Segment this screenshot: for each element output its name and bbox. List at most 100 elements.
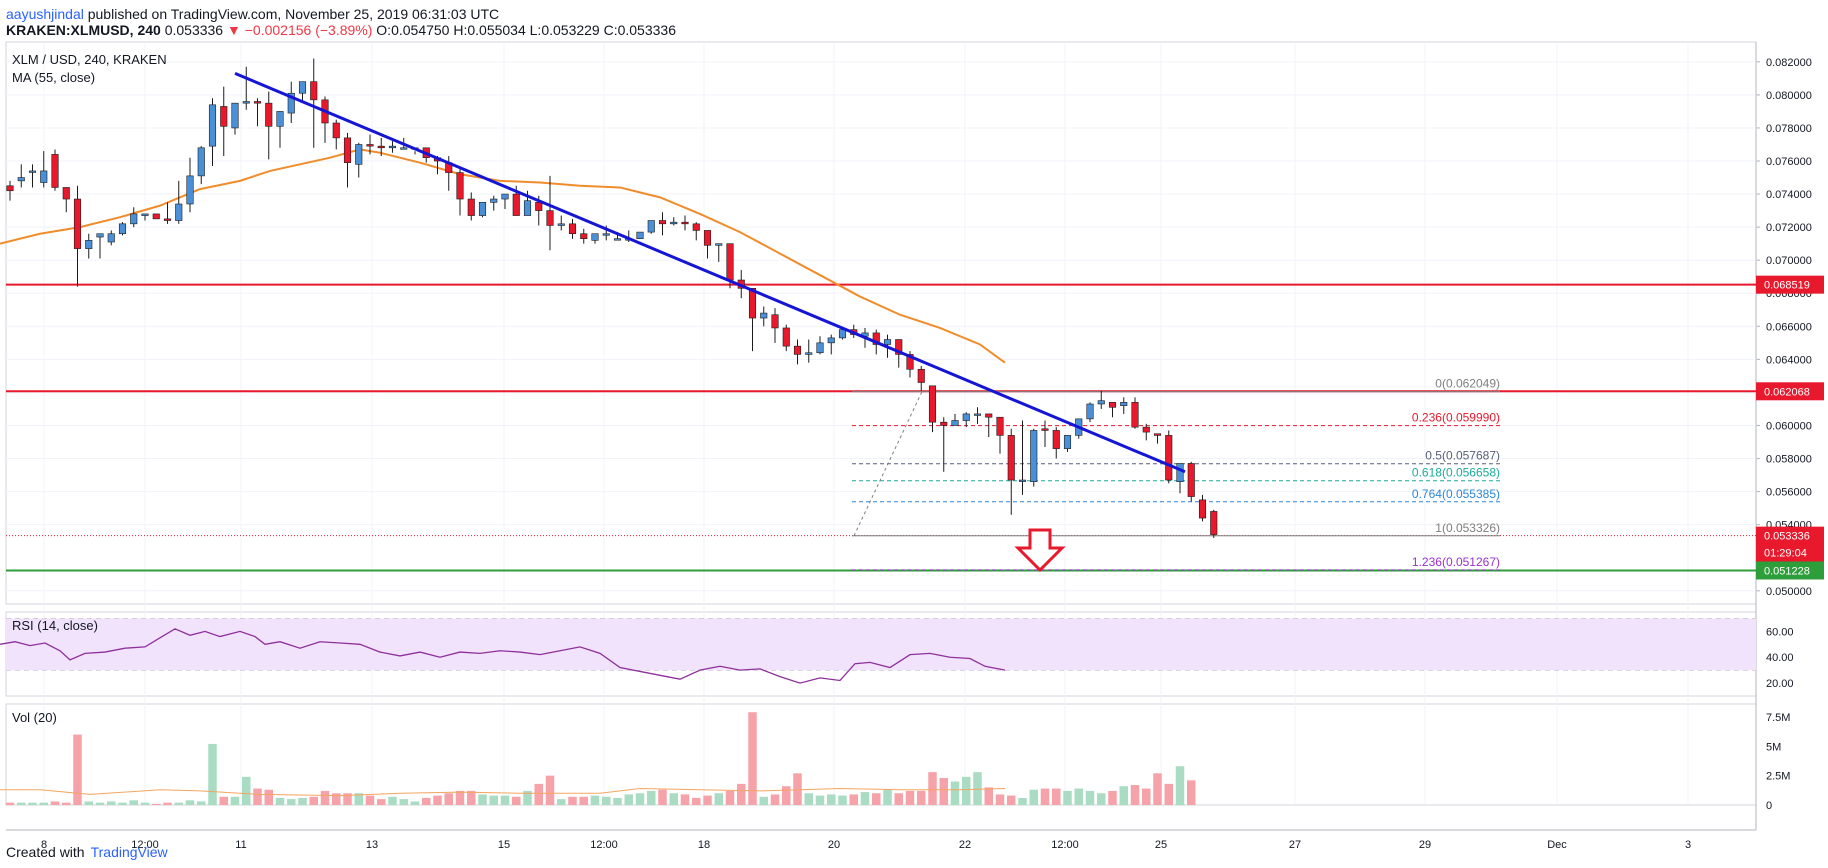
time-tick-label: 27 bbox=[1289, 839, 1301, 851]
candle-body bbox=[838, 329, 847, 339]
volume-bar bbox=[5, 802, 15, 805]
volume-bar bbox=[489, 795, 498, 805]
candle-body bbox=[388, 145, 397, 149]
price-tick-label: 0.080000 bbox=[1766, 90, 1812, 102]
rsi-line bbox=[0, 628, 1006, 684]
candle-body bbox=[6, 185, 14, 192]
volume-tick-label: 5M bbox=[1766, 741, 1781, 753]
volume-bar bbox=[287, 799, 296, 805]
support-tag: 0.051228 bbox=[1764, 565, 1810, 577]
candle-body bbox=[141, 213, 149, 216]
volume-bar bbox=[883, 789, 892, 805]
fib-label: 1(0.053326) bbox=[1435, 521, 1500, 535]
volume-bar bbox=[298, 797, 307, 805]
trendline[interactable] bbox=[234, 72, 1186, 474]
volume-bar bbox=[95, 802, 105, 805]
volume-bar bbox=[197, 801, 206, 805]
fib-retracement[interactable]: 0(0.062049) 0.236(0.059990) 0.5(0.057687) 0… bbox=[852, 377, 1500, 571]
candle-body bbox=[1030, 430, 1038, 482]
candle-body bbox=[276, 111, 284, 127]
candle-body bbox=[940, 421, 948, 426]
candle-body bbox=[355, 144, 363, 165]
candle-body bbox=[17, 177, 25, 182]
created-with-label: Created with bbox=[6, 844, 85, 860]
down-arrow-shape bbox=[1014, 528, 1066, 573]
time-tick-label: Dec bbox=[1547, 839, 1567, 851]
time-tick-label: 29 bbox=[1419, 839, 1431, 851]
volume-bar bbox=[1164, 783, 1173, 805]
candle-body bbox=[220, 106, 228, 127]
volume-bar bbox=[647, 790, 656, 805]
volume-bar bbox=[872, 793, 881, 805]
candle-body bbox=[1142, 426, 1150, 433]
candle-body bbox=[703, 230, 712, 246]
volume-bar bbox=[973, 772, 982, 805]
candle-body bbox=[535, 202, 543, 211]
price-tick-label: 0.078000 bbox=[1766, 123, 1812, 135]
volume-bar bbox=[658, 789, 667, 805]
candle-body bbox=[928, 385, 937, 423]
tradingview-link[interactable]: TradingView bbox=[90, 844, 168, 860]
rsi-tick-label: 40.00 bbox=[1766, 652, 1794, 664]
resistance-tag-1-bg bbox=[1756, 275, 1824, 294]
candle-body bbox=[568, 223, 577, 235]
volume-bar bbox=[39, 802, 48, 805]
candle-body bbox=[613, 238, 622, 241]
volume-bar bbox=[602, 796, 611, 805]
candle-body bbox=[805, 352, 813, 355]
resistance-tag-1: 0.068519 bbox=[1764, 280, 1810, 292]
time-tick-label: 15 bbox=[498, 839, 510, 851]
publish-info: published on TradingView.com, November 2… bbox=[87, 6, 500, 22]
candle-body bbox=[658, 220, 667, 225]
volume-bar bbox=[680, 794, 690, 805]
candle-body bbox=[692, 223, 700, 231]
candle-body bbox=[1018, 479, 1027, 482]
volume-bar bbox=[399, 799, 408, 805]
candle-body bbox=[231, 102, 239, 129]
fib-label: 0.236(0.059990) bbox=[1412, 411, 1500, 425]
time-tick-label: 22 bbox=[959, 839, 971, 851]
author-link[interactable]: aayushjindal bbox=[6, 6, 84, 22]
volume-bar bbox=[275, 797, 285, 805]
candle-body bbox=[647, 220, 655, 233]
volume-bar bbox=[208, 743, 217, 805]
candle-body bbox=[512, 193, 520, 216]
candle-body bbox=[748, 287, 757, 319]
candle-body bbox=[715, 243, 723, 246]
candle-body bbox=[962, 413, 970, 421]
bearish-trendline bbox=[234, 72, 1186, 474]
volume-bar bbox=[590, 795, 600, 805]
volume-bar bbox=[793, 773, 802, 805]
volume-bar bbox=[377, 799, 386, 805]
resistance-tag-2: 0.062068 bbox=[1764, 386, 1810, 398]
price-tick-label: 0.074000 bbox=[1766, 189, 1812, 201]
candle-body bbox=[985, 413, 993, 418]
volume-bar bbox=[1007, 795, 1016, 805]
candle-body bbox=[51, 154, 59, 188]
candle-body bbox=[782, 327, 790, 347]
price-tick-label: 0.056000 bbox=[1766, 487, 1812, 499]
candle-body bbox=[490, 198, 498, 203]
volume-bar bbox=[838, 795, 847, 805]
volume-bar bbox=[107, 801, 116, 805]
publish-header: aayushjindal published on TradingView.co… bbox=[6, 4, 499, 25]
volume-bar bbox=[129, 800, 138, 805]
volume-bar bbox=[748, 712, 757, 805]
price-tags: 0.068519 0.062068 0.053336 01:29:04 0.051228 bbox=[1756, 275, 1824, 580]
volume-bar bbox=[1085, 790, 1095, 805]
volume-bar bbox=[849, 794, 858, 805]
ohlc-values: O:0.054750 H:0.055034 L:0.053229 C:0.053… bbox=[376, 22, 676, 38]
volume-tick-label: 2.5M bbox=[1766, 771, 1790, 783]
volume-bar bbox=[782, 786, 791, 805]
time-tick-label: 12:00 bbox=[131, 839, 159, 851]
volume-bar bbox=[692, 797, 701, 805]
volume-bar bbox=[1119, 786, 1128, 805]
candle-body bbox=[501, 193, 509, 200]
candle-body bbox=[377, 145, 385, 149]
candle-body bbox=[287, 92, 295, 114]
volume-bar bbox=[467, 790, 476, 805]
volume-bar bbox=[703, 795, 712, 805]
volume-bar bbox=[332, 793, 341, 805]
candle-body bbox=[467, 198, 475, 216]
